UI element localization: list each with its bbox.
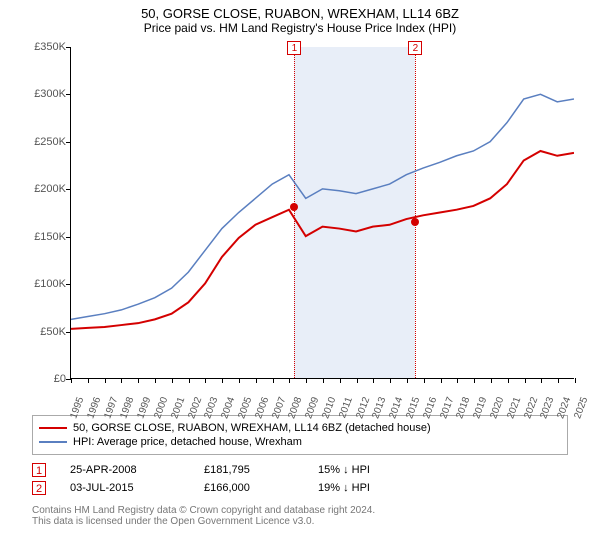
chart-lines (71, 47, 574, 378)
page-title: 50, GORSE CLOSE, RUABON, WREXHAM, LL14 6… (0, 0, 600, 21)
sales-row-price: £166,000 (204, 482, 294, 494)
series-property (71, 151, 574, 329)
sales-row: 2 03-JUL-2015 £166,000 19% ↓ HPI (32, 481, 568, 495)
y-axis-label: £100K (20, 278, 66, 290)
sales-row-delta: 19% ↓ HPI (318, 482, 370, 494)
y-axis-label: £150K (20, 231, 66, 243)
sales-row-delta: 15% ↓ HPI (318, 464, 370, 476)
y-axis-label: £250K (20, 136, 66, 148)
sales-row-date: 03-JUL-2015 (70, 482, 180, 494)
sales-row-price: £181,795 (204, 464, 294, 476)
x-axis-label: 2025 (572, 396, 590, 421)
footer-line: Contains HM Land Registry data © Crown c… (32, 505, 568, 516)
sales-row-date: 25-APR-2008 (70, 464, 180, 476)
series-hpi (71, 94, 574, 319)
sale-point-dot (290, 203, 298, 211)
y-axis-label: £300K (20, 88, 66, 100)
sales-row-tag: 2 (32, 481, 46, 495)
y-axis-label: £0 (20, 373, 66, 385)
footer-attribution: Contains HM Land Registry data © Crown c… (32, 505, 568, 527)
y-axis-label: £50K (20, 326, 66, 338)
price-chart: 12 £0£50K£100K£150K£200K£250K£300K£350K1… (20, 39, 580, 409)
sales-row-tag: 1 (32, 463, 46, 477)
legend: 50, GORSE CLOSE, RUABON, WREXHAM, LL14 6… (32, 415, 568, 455)
y-axis-label: £200K (20, 183, 66, 195)
page-subtitle: Price paid vs. HM Land Registry's House … (0, 21, 600, 39)
sale-point-dot (411, 218, 419, 226)
x-axis-label: 2024 (556, 396, 574, 421)
y-axis-label: £350K (20, 41, 66, 53)
legend-label: HPI: Average price, detached house, Wrex… (73, 436, 302, 448)
footer-line: This data is licensed under the Open Gov… (32, 516, 568, 527)
legend-row: 50, GORSE CLOSE, RUABON, WREXHAM, LL14 6… (39, 422, 561, 434)
legend-swatch (39, 441, 67, 443)
legend-swatch (39, 427, 67, 429)
legend-row: HPI: Average price, detached house, Wrex… (39, 436, 561, 448)
sales-table: 1 25-APR-2008 £181,795 15% ↓ HPI 2 03-JUL-201… (32, 463, 568, 495)
sales-row: 1 25-APR-2008 £181,795 15% ↓ HPI (32, 463, 568, 477)
legend-label: 50, GORSE CLOSE, RUABON, WREXHAM, LL14 6… (73, 422, 431, 434)
